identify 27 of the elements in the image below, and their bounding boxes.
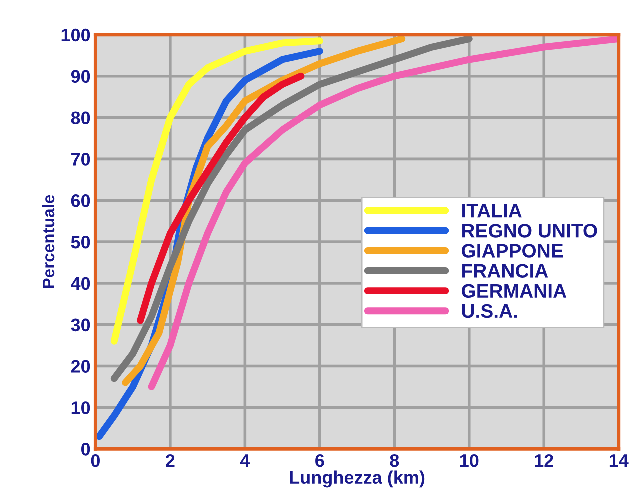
y-tick-label: 10 — [72, 402, 90, 414]
legend-label: REGNO UNITO — [462, 224, 598, 238]
legend-label: U.S.A. — [462, 304, 518, 318]
y-tick-label: 60 — [71, 194, 90, 208]
x-tick-label: 4 — [240, 454, 250, 468]
x-axis-title: Lunghezza (km) — [290, 470, 425, 488]
y-tick-label: 90 — [71, 70, 90, 84]
y-tick-label: 80 — [71, 112, 90, 124]
x-tick-label: 0 — [91, 454, 100, 468]
y-tick-label: 30 — [71, 318, 90, 332]
y-tick-label: 100 — [62, 28, 90, 42]
y-tick-label: 40 — [71, 277, 90, 290]
legend-label: FRANCIA — [462, 264, 548, 278]
y-tick-label: 0 — [82, 443, 90, 456]
y-tick-label: 50 — [71, 236, 90, 249]
x-tick-label: 6 — [316, 454, 324, 468]
y-tick-label: 20 — [71, 360, 90, 373]
legend-label: GIAPPONE — [462, 244, 564, 258]
x-tick-label: 14 — [610, 454, 629, 468]
x-tick-label: 10 — [460, 454, 479, 468]
x-tick-label: 12 — [535, 454, 554, 468]
y-axis-title: Percentuale — [42, 195, 55, 288]
x-tick-label: 2 — [166, 454, 175, 468]
y-tick-label: 70 — [72, 153, 90, 166]
x-tick-label: 8 — [390, 454, 400, 468]
legend-label: GERMANIA — [462, 284, 567, 298]
legend-label: ITALIA — [462, 204, 522, 218]
